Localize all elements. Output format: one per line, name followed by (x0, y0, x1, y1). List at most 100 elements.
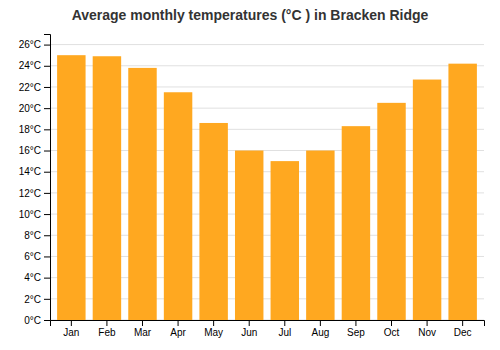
x-tick-mark (320, 320, 321, 326)
y-tick-label: 0°C (24, 315, 41, 326)
bar (199, 123, 227, 320)
y-tick: 10°C (19, 209, 50, 220)
bar (413, 80, 441, 320)
x-tick-label: Mar (134, 327, 152, 338)
x-tick: Mar (134, 320, 152, 338)
x-tick-mark (106, 320, 107, 326)
x-tick-label: Feb (98, 327, 116, 338)
x-tick: Sep (347, 320, 365, 338)
y-tick: 6°C (24, 251, 50, 262)
grid (50, 45, 484, 320)
y-tick: 2°C (24, 294, 50, 305)
x-tick-mark (213, 320, 214, 326)
x-tick-label: Oct (384, 327, 400, 338)
bar (377, 103, 405, 320)
y-tick-label: 18°C (19, 124, 41, 135)
x-tick-mark (142, 320, 143, 326)
y-tick-mark (44, 108, 50, 109)
y-tick-label: 6°C (24, 251, 41, 262)
y-tick: 12°C (19, 188, 50, 199)
y-tick: 0°C (24, 315, 50, 326)
bar (93, 56, 121, 320)
bar (306, 151, 334, 320)
y-tick-label: 16°C (19, 145, 41, 156)
x-tick-mark (71, 320, 72, 326)
chart: Average monthly temperatures (°C ) in Br… (0, 0, 500, 350)
x-tick-label: May (204, 327, 223, 338)
y-tick-mark (44, 299, 50, 300)
bar (448, 64, 476, 320)
bar (271, 161, 299, 320)
y-tick: 22°C (19, 82, 50, 93)
plot: 0°C 2°C 4°C 6°C 8°C 10°C 12°C 14°C 16°C 18°C 20°C 2… (19, 35, 485, 339)
x-tick: Aug (311, 320, 329, 338)
bar (128, 68, 156, 320)
x-tick: Feb (98, 320, 116, 338)
y-tick: 20°C (19, 103, 50, 114)
y-tick: 4°C (24, 272, 50, 283)
x-axis: Jan Feb Mar Apr May Jun Jul Aug Sep Oct Nov Dec (51, 320, 485, 338)
x-tick-mark (355, 320, 356, 326)
y-tick-label: 12°C (19, 188, 41, 199)
x-tick-label: Jun (241, 327, 257, 338)
x-tick: Dec (454, 320, 472, 338)
x-tick-mark (462, 320, 463, 326)
y-tick-label: 22°C (19, 82, 41, 93)
x-tick-label: Dec (454, 327, 472, 338)
x-tick: Jan (63, 320, 79, 338)
x-tick-label: Apr (170, 327, 186, 338)
y-tick-label: 8°C (24, 230, 41, 241)
x-tick-label: Sep (347, 327, 365, 338)
y-axis: 0°C 2°C 4°C 6°C 8°C 10°C 12°C 14°C 16°C 18°C 20°C 2… (19, 35, 51, 326)
y-tick: 26°C (19, 39, 50, 50)
bar (235, 151, 263, 320)
x-tick-label: Nov (418, 327, 436, 338)
y-tick-label: 14°C (19, 166, 41, 177)
y-tick-label: 10°C (19, 209, 41, 220)
x-tick-label: Jul (278, 327, 291, 338)
y-tick-mark (44, 172, 50, 173)
bar (342, 126, 370, 320)
x-tick: May (204, 320, 223, 338)
y-tick: 18°C (19, 124, 50, 135)
x-tick: Apr (170, 320, 186, 338)
y-tick: 14°C (19, 166, 50, 177)
y-tick-mark (44, 235, 50, 236)
y-tick-label: 2°C (24, 294, 41, 305)
y-tick-mark (44, 278, 50, 279)
y-tick-label: 26°C (19, 39, 41, 50)
y-tick-mark (44, 151, 50, 152)
y-tick: 24°C (19, 60, 50, 71)
x-tick: Oct (384, 320, 400, 338)
bar (164, 92, 192, 320)
x-tick-mark (178, 320, 179, 326)
y-tick-mark (44, 129, 50, 130)
y-tick: 8°C (24, 230, 50, 241)
x-tick-mark (284, 320, 285, 326)
y-tick-mark (44, 256, 50, 257)
x-tick: Nov (418, 320, 436, 338)
y-tick-mark (44, 193, 50, 194)
x-tick-label: Aug (311, 327, 329, 338)
x-tick-mark (391, 320, 392, 326)
y-tick-mark (44, 320, 50, 321)
bar (57, 55, 85, 320)
x-tick-mark (427, 320, 428, 326)
y-tick-mark (44, 66, 50, 67)
y-tick-label: 20°C (19, 103, 41, 114)
y-tick-label: 24°C (19, 60, 41, 71)
x-tick-label: Jan (63, 327, 79, 338)
x-tick-mark (249, 320, 250, 326)
y-tick-label: 4°C (24, 272, 41, 283)
y-tick-mark (44, 214, 50, 215)
y-axis-line (44, 35, 51, 321)
x-tick: Jul (278, 320, 291, 338)
y-tick-mark (44, 87, 50, 88)
x-axis-line (51, 321, 485, 327)
grid-line (50, 44, 484, 45)
y-tick: 16°C (19, 145, 50, 156)
title: Average monthly temperatures (°C ) in Br… (72, 7, 429, 23)
y-tick-mark (44, 45, 50, 46)
x-tick: Jun (241, 320, 257, 338)
bars (57, 55, 477, 320)
